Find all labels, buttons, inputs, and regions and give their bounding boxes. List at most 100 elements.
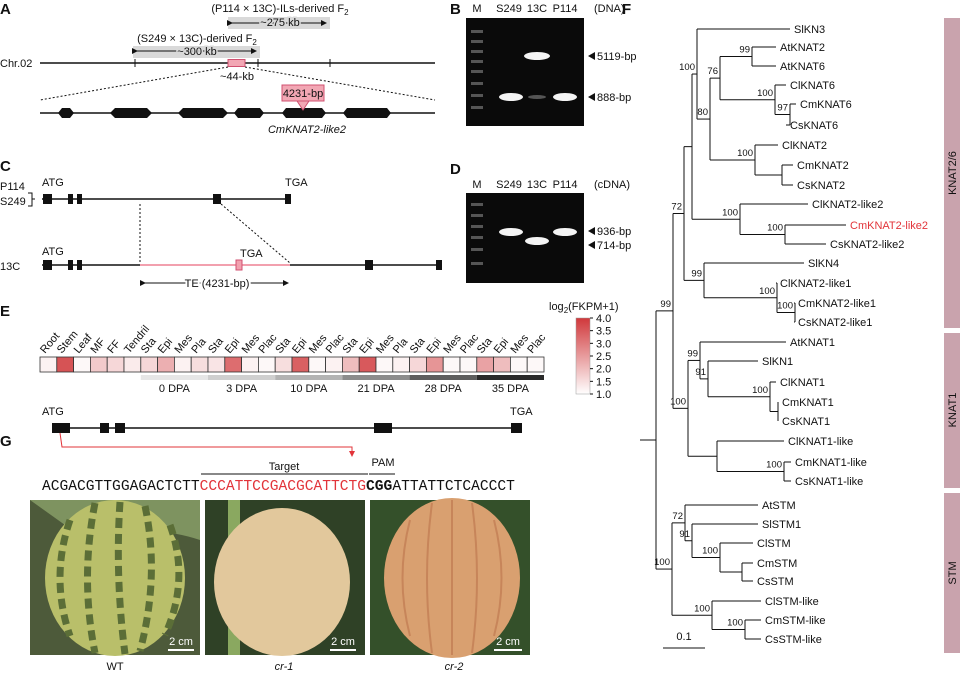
- clade-bar: [944, 18, 960, 328]
- lane-label: 13C: [527, 3, 547, 15]
- clade-label: STM: [947, 561, 959, 584]
- scale-label: 2 cm: [169, 636, 193, 648]
- bootstrap: 100: [702, 546, 718, 557]
- taxon-label: AtKNAT6: [780, 61, 825, 73]
- band-arrows: [588, 52, 595, 101]
- genotype: WT: [106, 661, 123, 673]
- bootstrap: 100: [752, 385, 768, 396]
- tissue-label: Epi: [492, 336, 511, 356]
- candidate-region: [227, 59, 246, 67]
- insertion-pointer: [296, 100, 310, 111]
- panel-c: C ATG TGA P114 S249 ATG TGA 13C TE (4231…: [0, 158, 442, 292]
- taxon-label: CsKNAT1: [782, 416, 830, 428]
- gel-band: [524, 52, 550, 60]
- panel-label: E: [0, 303, 10, 320]
- heatmap-cell: [274, 356, 293, 373]
- taxon-label: CmKNAT2-like2: [850, 220, 928, 232]
- panel-g: G ATG TGA Target PAM ACGACGTTGGAGACTCTTC…: [0, 406, 533, 673]
- colorbar-tick-label: 1.5: [596, 376, 611, 388]
- taxon-label: SlKN4: [808, 258, 839, 270]
- tissue-label: Epi: [156, 336, 175, 356]
- panel-label: C: [0, 158, 11, 175]
- taxon-label: CsKNAT2: [797, 180, 845, 192]
- taxon-label: CsSTM-like: [765, 634, 822, 646]
- panel-e: E log2(FKPM+1) RootStemLeafMFFFTendrilSt…: [0, 301, 619, 401]
- colorbar-tick-label: 2.5: [596, 351, 611, 363]
- bootstrap: 76: [707, 66, 718, 77]
- taxon-label: ClSTM-like: [765, 596, 819, 608]
- bootstrap: 100: [737, 148, 753, 159]
- exon-te: [235, 259, 243, 271]
- bootstrap: 99: [660, 299, 671, 310]
- bracket: [28, 192, 35, 207]
- taxon-label: CmKNAT2: [797, 160, 849, 172]
- heatmap-cell: [375, 356, 394, 373]
- bootstrap: 100: [766, 460, 782, 471]
- lane-label: S249: [496, 3, 522, 15]
- gel-band: [499, 228, 523, 236]
- stage-label: 0 DPA: [159, 383, 191, 395]
- exons: [58, 108, 391, 118]
- size-label: ~275 kb: [260, 17, 299, 29]
- bootstrap: 99: [691, 268, 702, 279]
- taxon-label: SlKN3: [794, 24, 825, 36]
- bootstrap: 100: [767, 223, 783, 234]
- gel-band: [499, 93, 523, 101]
- panel-label: F: [622, 1, 631, 18]
- colorbar-title: log2(FKPM+1): [549, 301, 619, 315]
- stage-bar: [476, 375, 544, 380]
- line-label: 13C: [0, 261, 20, 273]
- heatmap-cell: [425, 356, 444, 373]
- heatmap-cell: [325, 356, 343, 373]
- bootstrap: 97: [777, 103, 788, 114]
- heatmap-cell: [173, 356, 192, 373]
- heatmap-cell: [207, 356, 226, 373]
- heatmap-cell: [73, 356, 91, 373]
- gel-band: [525, 237, 549, 245]
- bootstrap: 100: [777, 301, 793, 312]
- codon-label: TGA: [285, 177, 308, 189]
- scale-label: 2 cm: [331, 636, 355, 648]
- taxon-label: CmKNAT6: [800, 99, 852, 111]
- bootstrap: 99: [739, 45, 750, 56]
- lane-label: P114: [553, 3, 578, 15]
- stage-bar: [275, 375, 343, 380]
- bootstrap: 72: [671, 202, 682, 213]
- ladder: [471, 30, 483, 109]
- gel-band: [553, 93, 577, 101]
- exons: [43, 194, 291, 204]
- scale-label: 2 cm: [496, 636, 520, 648]
- taxon-label: CmKNAT1-like: [795, 457, 867, 469]
- line-label: P114: [0, 181, 25, 193]
- taxon-label: ClKNAT1: [780, 377, 825, 389]
- taxon-label: ClKNAT2-like1: [780, 278, 851, 290]
- gel-band: [553, 228, 577, 236]
- heatmap-cell: [442, 356, 461, 373]
- heatmap-cell: [123, 356, 142, 373]
- gel: [466, 18, 584, 126]
- exons: [43, 260, 442, 270]
- stage-bar: [208, 375, 276, 380]
- stage-bar: [140, 375, 208, 380]
- bootstrap: 100: [654, 557, 670, 568]
- panel-label: A: [0, 1, 11, 18]
- size-label: ~44-kb: [220, 71, 254, 83]
- taxon-label: SlSTM1: [762, 519, 801, 531]
- panel-d: D M S249 13C P114 (cDNA) 936-bp 714-bp: [450, 161, 631, 283]
- target-label: Target: [269, 461, 300, 473]
- pam-label: PAM: [371, 457, 394, 469]
- bootstrap: 100: [722, 207, 738, 218]
- panel-b: B M S249 13C P114 (DNA) 5119-bp 888-bp: [450, 1, 637, 126]
- clade-bar: [944, 333, 960, 488]
- heatmap-cell: [476, 356, 494, 373]
- heatmap-cell: [39, 356, 58, 373]
- colorbar-tick-label: 2.0: [596, 364, 611, 376]
- heatmap-cell: [241, 356, 259, 373]
- lane-label: M: [472, 3, 481, 15]
- stage-label: 10 DPA: [290, 383, 328, 395]
- codon-label: ATG: [42, 177, 64, 189]
- bootstrap: 91: [695, 367, 706, 378]
- stage-label: 28 DPA: [425, 383, 463, 395]
- heatmap-cell: [459, 356, 478, 373]
